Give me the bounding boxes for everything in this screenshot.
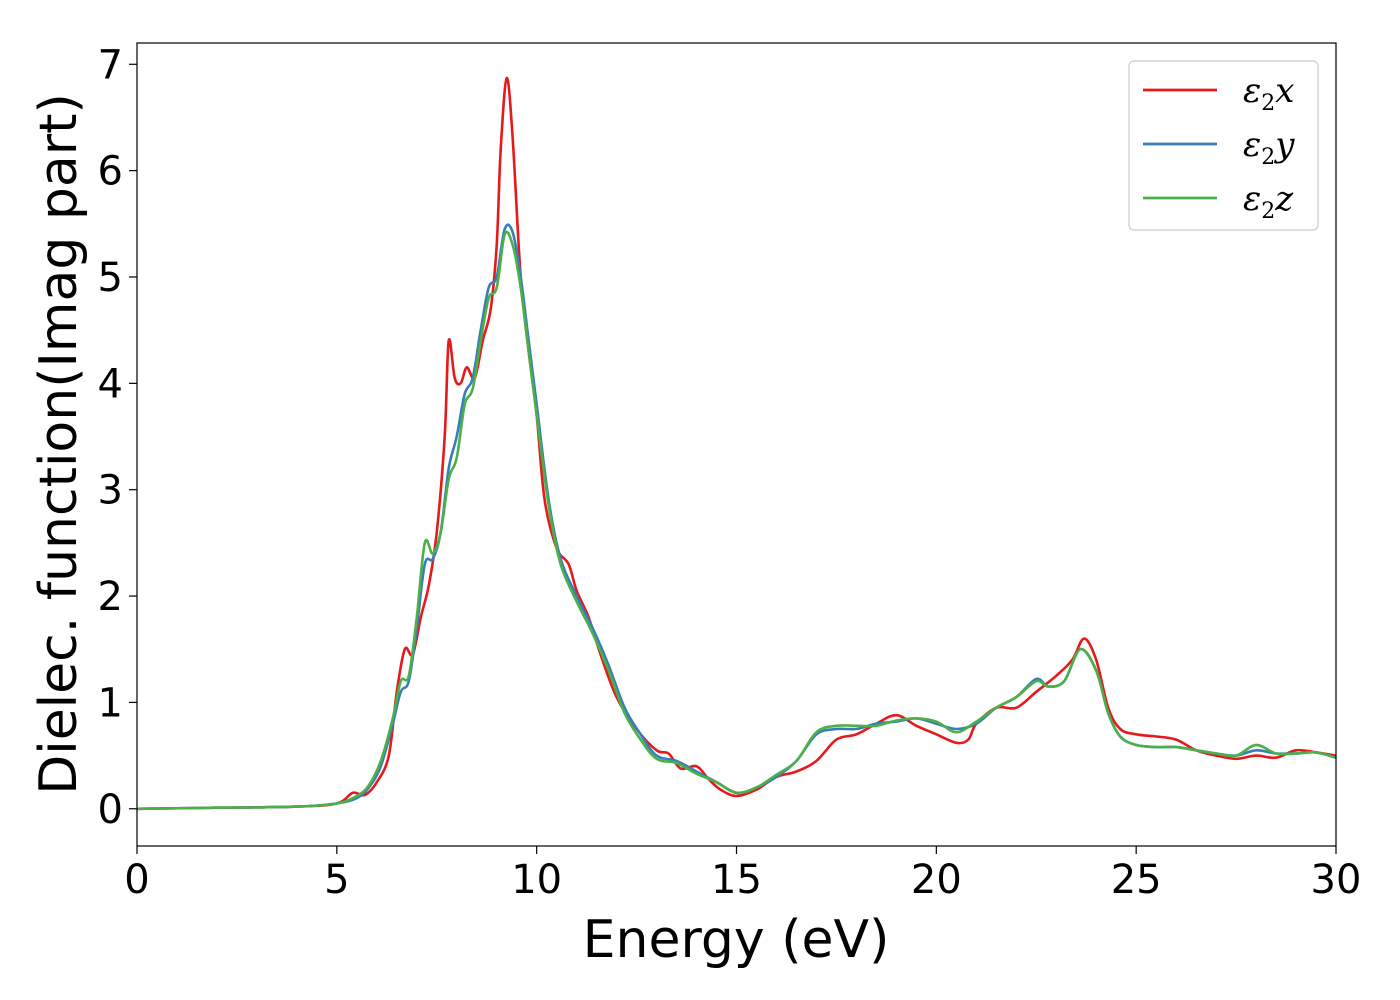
legend: ε2x ε2y ε2z [1128,60,1319,231]
x-tick-label: 25 [1111,857,1162,903]
y-axis-label: Dielec. function(Imag part) [29,93,89,795]
legend-box [1128,60,1319,231]
x-tick-label: 5 [324,857,349,903]
y-axis: 0 1 2 3 4 5 6 7 [98,42,137,833]
legend-item-y: ε2y [1143,125,1295,170]
x-tick-label: 0 [124,857,149,903]
x-tick-label: 20 [911,857,962,903]
legend-item-z: ε2z [1143,179,1294,224]
legend-label: ε2y [1243,125,1295,170]
y-tick-label: 7 [98,42,123,88]
x-axis: 0 5 10 15 20 25 30 [124,846,1361,903]
x-axis-label: Energy (eV) [583,910,890,970]
y-tick-label: 5 [98,255,123,301]
y-tick-label: 0 [98,787,123,833]
y-tick-label: 2 [98,574,123,620]
series-line-y [137,223,1336,811]
legend-label: ε2z [1243,179,1294,224]
legend-label: ε2x [1243,71,1294,116]
y-tick-label: 1 [98,680,123,726]
y-tick-label: 4 [98,361,123,407]
x-tick-label: 10 [511,857,562,903]
legend-item-x: ε2x [1143,71,1294,116]
x-tick-label: 30 [1311,857,1362,903]
plot-area [137,76,1336,811]
y-tick-label: 6 [98,149,123,195]
x-tick-label: 15 [711,857,762,903]
y-tick-label: 3 [98,468,123,514]
series-line-z [137,230,1336,811]
